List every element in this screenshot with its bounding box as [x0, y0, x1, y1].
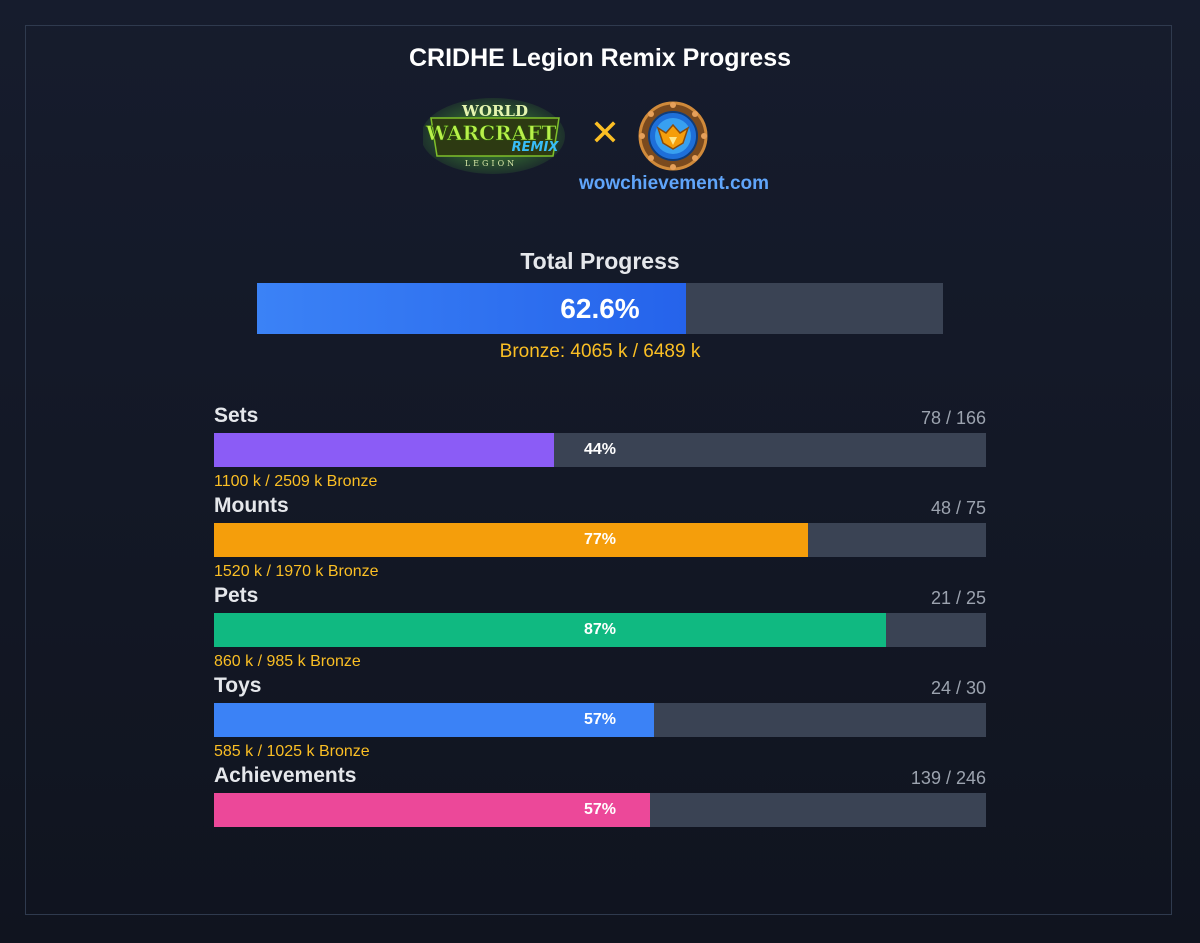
category-count: 48 / 75	[930, 498, 986, 518]
category-bronze-text: 860 k / 985 k Bronze	[214, 653, 361, 670]
category-progress-fill	[214, 613, 886, 647]
site-link[interactable]: wowchievement.com	[578, 173, 770, 194]
category-bronze-text: 585 k / 1025 k Bronze	[214, 743, 370, 760]
category-count: 139 / 246	[910, 768, 986, 788]
category-percent: 57%	[583, 801, 617, 818]
category-percent: 87%	[583, 621, 617, 638]
category-progress-fill	[214, 703, 655, 737]
total-progress-percent: 62.6%	[560, 293, 640, 324]
category-progress-bar: 44%	[214, 433, 986, 467]
category-name: Pets	[214, 584, 259, 607]
category-progress-fill	[214, 523, 809, 557]
category-count: 78 / 166	[920, 408, 986, 428]
category-percent: 57%	[583, 711, 617, 728]
category-progress-bar: 87%	[214, 613, 986, 647]
category-progress-fill	[214, 433, 554, 467]
svg-text:WORLD: WORLD	[461, 102, 528, 120]
category-bronze-text: 1100 k / 2509 k Bronze	[214, 473, 378, 490]
category-name: Achievements	[214, 764, 357, 787]
category-bronze-text: 1520 k / 1970 k Bronze	[214, 563, 379, 580]
total-progress-fill	[257, 283, 687, 334]
category-name: Toys	[214, 674, 262, 697]
wowchievement-badge-icon	[638, 101, 708, 171]
svg-text:WARCRAFT: WARCRAFT	[425, 121, 557, 145]
cross-icon: ✕	[589, 112, 621, 153]
total-bronze-text: Bronze: 4065 k / 6489 k	[499, 341, 701, 362]
wow-legion-remix-logo: WORLD WARCRAFT REMIX LEGION	[423, 98, 565, 174]
category-progress-bar: 77%	[214, 523, 986, 557]
category-name: Sets	[214, 404, 259, 427]
category-name: Mounts	[214, 494, 289, 517]
category-progress-fill	[214, 793, 651, 827]
category-percent: 77%	[583, 531, 617, 548]
total-progress-heading: Total Progress	[520, 248, 680, 274]
category-progress-bar: 57%	[214, 703, 986, 737]
page-title: CRIDHE Legion Remix Progress	[408, 44, 792, 72]
svg-text:REMIX: REMIX	[512, 140, 560, 155]
category-progress-bar: 57%	[214, 793, 986, 827]
category-count: 21 / 25	[930, 588, 986, 608]
svg-text:LEGION: LEGION	[465, 159, 517, 168]
total-progress-bar: 62.6%	[257, 283, 943, 334]
category-percent: 44%	[583, 441, 617, 458]
progress-card	[25, 25, 1172, 915]
category-count: 24 / 30	[930, 678, 986, 698]
